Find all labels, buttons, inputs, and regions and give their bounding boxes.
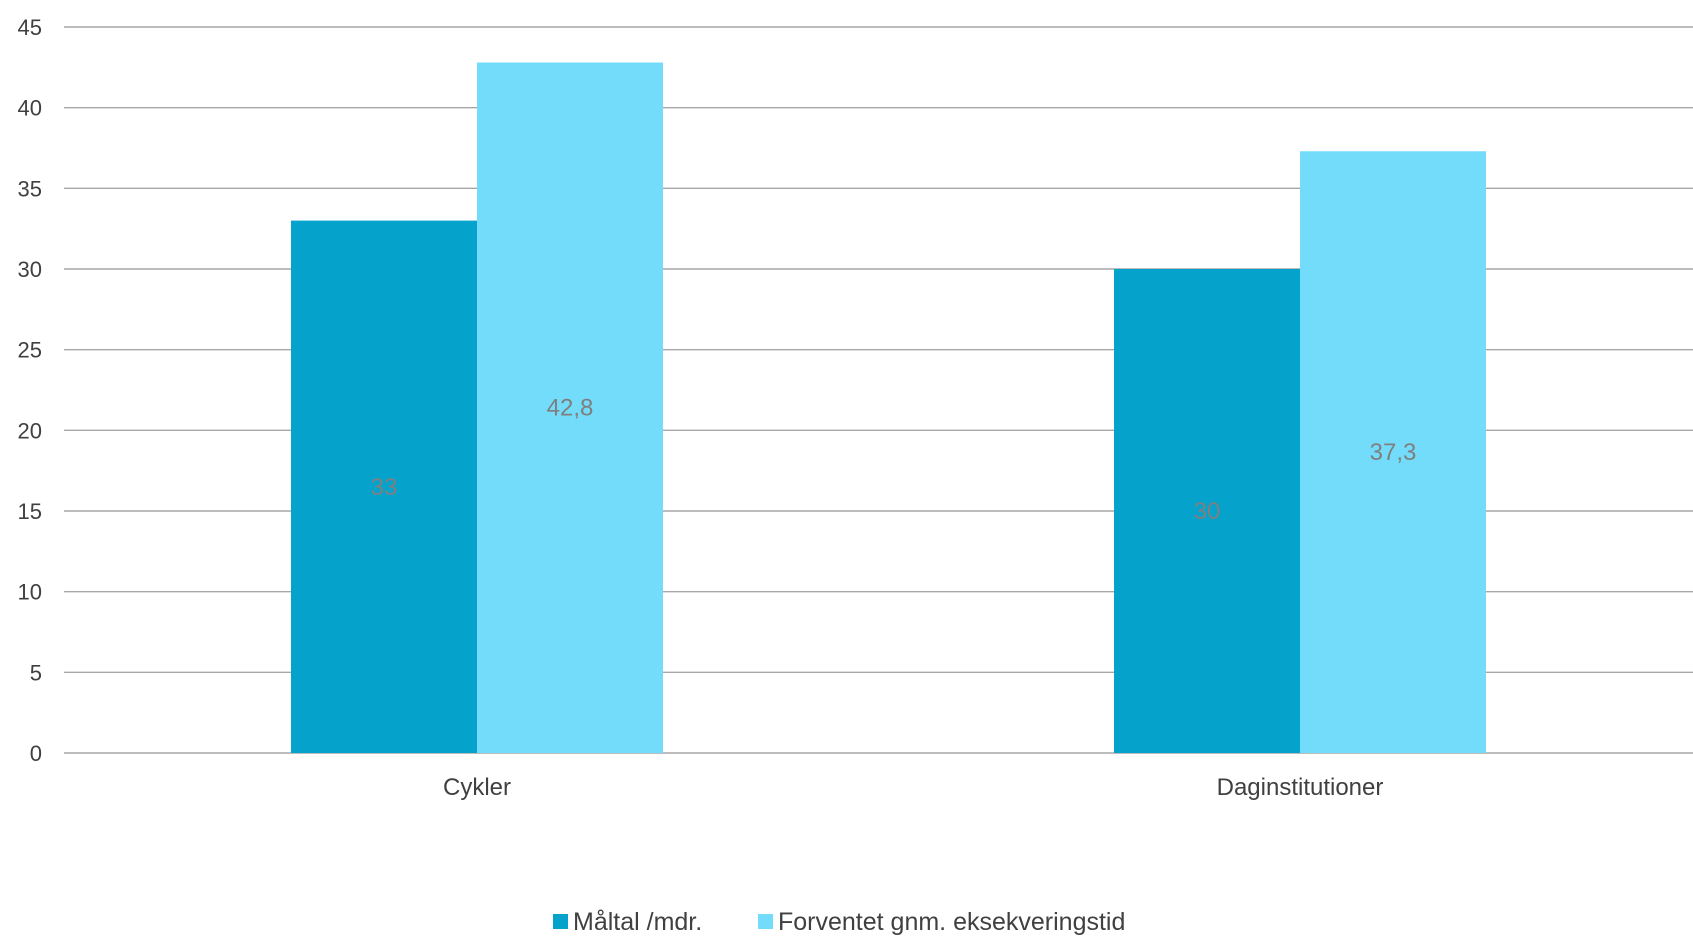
data-label: 37,3 bbox=[1370, 439, 1417, 466]
bar-forventet-cykler bbox=[477, 62, 663, 753]
legend-label: Forventet gnm. eksekveringstid bbox=[778, 908, 1125, 936]
data-label: 30 bbox=[1194, 498, 1221, 525]
bar-maltal-daginstitutioner bbox=[1114, 269, 1300, 753]
y-tick-label: 45 bbox=[18, 15, 42, 40]
data-label: 33 bbox=[371, 474, 398, 501]
bar-forventet-daginstitutioner bbox=[1300, 151, 1486, 753]
y-axis: 0 5 10 15 20 25 30 35 40 45 bbox=[18, 15, 42, 766]
x-category-label: Cykler bbox=[443, 774, 511, 801]
data-label: 42,8 bbox=[547, 395, 594, 422]
y-tick-label: 40 bbox=[18, 96, 42, 121]
y-tick-label: 15 bbox=[18, 499, 42, 524]
legend-label: Måltal /mdr. bbox=[573, 908, 702, 936]
legend-swatch bbox=[553, 914, 568, 929]
y-tick-label: 35 bbox=[18, 176, 42, 201]
y-tick-label: 0 bbox=[30, 741, 42, 766]
x-category-label: Daginstitutioner bbox=[1217, 774, 1384, 801]
y-tick-label: 10 bbox=[18, 580, 42, 605]
bar-maltal-cykler bbox=[291, 220, 477, 754]
x-axis: Cykler Daginstitutioner bbox=[443, 774, 1383, 801]
y-tick-label: 5 bbox=[30, 660, 42, 685]
bars bbox=[291, 62, 1486, 754]
y-tick-label: 25 bbox=[18, 338, 42, 363]
y-tick-label: 30 bbox=[18, 257, 42, 282]
y-tick-label: 20 bbox=[18, 418, 42, 443]
data-labels: 33 42,8 30 37,3 bbox=[371, 395, 1417, 525]
legend: Måltal /mdr. Forventet gnm. eksekveringst… bbox=[553, 908, 1125, 936]
legend-swatch bbox=[758, 914, 773, 929]
